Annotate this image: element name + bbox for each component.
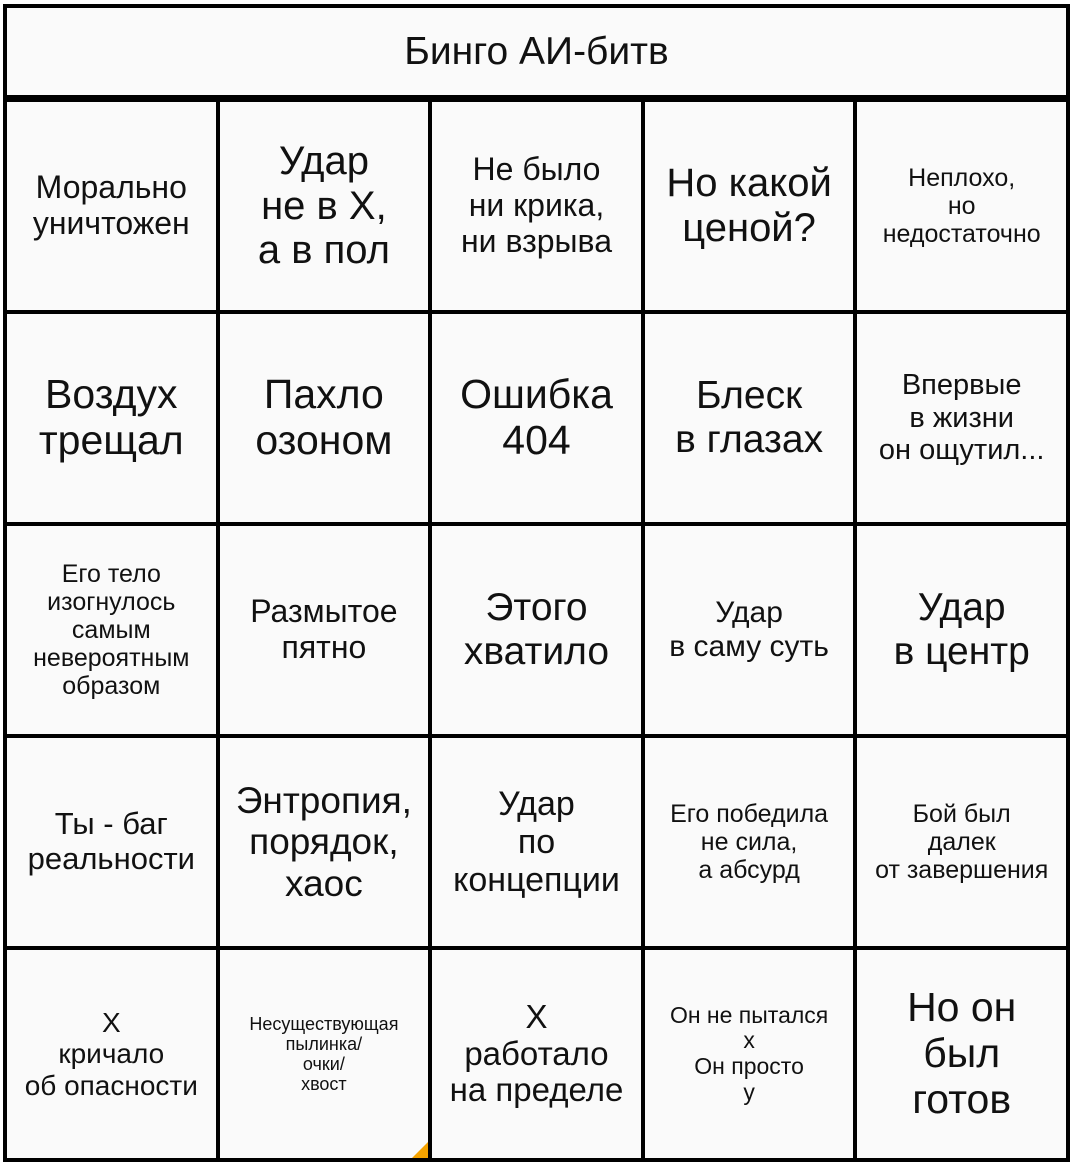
corner-marker-icon	[412, 1142, 429, 1158]
bingo-cell[interactable]: Размытое пятно	[219, 526, 429, 734]
bingo-cell[interactable]: Но какой ценой?	[644, 102, 854, 310]
bingo-cell-text: X кричало об опасности	[24, 1006, 198, 1101]
bingo-cell-text: Этого хватило	[463, 586, 610, 673]
bingo-cell-text: Его победила не сила, а абсурд	[670, 800, 829, 884]
bingo-cell[interactable]: Но он был готов	[857, 950, 1066, 1158]
bingo-cell-text: Размытое пятно	[250, 593, 398, 665]
bingo-cell[interactable]: Он не пытался x Он просто у	[644, 950, 854, 1158]
bingo-cell-text: Удар не в X, а в пол	[257, 138, 390, 273]
bingo-cell-text: Удар по концепции	[453, 784, 620, 900]
bingo-cell-text: Но он был готов	[907, 984, 1017, 1122]
bingo-cell[interactable]: Впервые в жизни он ощутил...	[857, 314, 1066, 522]
bingo-cell-text: Он не пытался x Он просто у	[669, 1001, 829, 1105]
board-title: Бинго АИ-битв	[7, 8, 1066, 102]
bingo-cell-text: Энтропия, порядок, хаос	[235, 779, 412, 904]
bingo-cell[interactable]: Его тело изогнулось самым невероятным об…	[7, 526, 216, 734]
bingo-cell[interactable]: Удар по концепции	[432, 738, 641, 946]
bingo-cell[interactable]: Энтропия, порядок, хаос	[219, 738, 429, 946]
bingo-cell-text: Морально уничтожен	[32, 169, 190, 241]
bingo-cell[interactable]: Блеск в глазах	[644, 314, 854, 522]
bingo-cell[interactable]: Удар в центр	[857, 526, 1066, 734]
bingo-cell-text: Но какой ценой?	[666, 161, 832, 250]
bingo-cell-text: Не было ни крика, ни взрыва	[461, 151, 612, 259]
bingo-cell[interactable]: Воздух трещал	[7, 314, 216, 522]
bingo-cell[interactable]: Несуществующая пылинка/ очки/ хвост	[219, 950, 429, 1158]
bingo-cell-text: Ты - баг реальности	[27, 806, 195, 876]
bingo-cell[interactable]: Бой был далек от завершения	[857, 738, 1066, 946]
bingo-cell-text: Его тело изогнулось самым невероятным об…	[33, 560, 190, 700]
bingo-cell[interactable]: Этого хватило	[432, 526, 641, 734]
bingo-cell[interactable]: X кричало об опасности	[7, 950, 216, 1158]
bingo-cell[interactable]: Ошибка 404	[432, 314, 641, 522]
bingo-cell-text: Пахло озоном	[255, 371, 393, 463]
bingo-cell-text: Ошибка 404	[460, 371, 613, 463]
bingo-cell[interactable]: Удар не в X, а в пол	[219, 102, 429, 310]
bingo-cell-text: Блеск в глазах	[675, 374, 824, 461]
bingo-cell[interactable]: Пахло озоном	[219, 314, 429, 522]
bingo-board: Бинго АИ-битв Морально уничтожен Удар не …	[3, 4, 1070, 1162]
bingo-cell-text: Удар в саму суть	[669, 596, 829, 663]
bingo-cell-text: Впервые в жизни он ощутил...	[878, 369, 1045, 467]
bingo-cell-text: Несуществующая пылинка/ очки/ хвост	[249, 1013, 399, 1095]
bingo-cell[interactable]: Неплохо, но недостаточно	[857, 102, 1066, 310]
bingo-cell-text: X работало на пределе	[449, 997, 624, 1109]
bingo-cell-text: Неплохо, но недостаточно	[882, 164, 1041, 248]
bingo-cell-text: Бой был далек от завершения	[875, 800, 1049, 884]
bingo-cell[interactable]: Морально уничтожен	[7, 102, 216, 310]
bingo-cell[interactable]: X работало на пределе	[432, 950, 641, 1158]
bingo-cell-text: Удар в центр	[893, 586, 1030, 673]
bingo-cell[interactable]: Ты - баг реальности	[7, 738, 216, 946]
bingo-cell[interactable]: Не было ни крика, ни взрыва	[432, 102, 641, 310]
bingo-cell-text: Воздух трещал	[38, 371, 184, 463]
bingo-grid: Морально уничтожен Удар не в X, а в пол Не…	[7, 102, 1066, 1158]
bingo-cell[interactable]: Удар в саму суть	[644, 526, 854, 734]
bingo-cell[interactable]: Его победила не сила, а абсурд	[644, 738, 854, 946]
